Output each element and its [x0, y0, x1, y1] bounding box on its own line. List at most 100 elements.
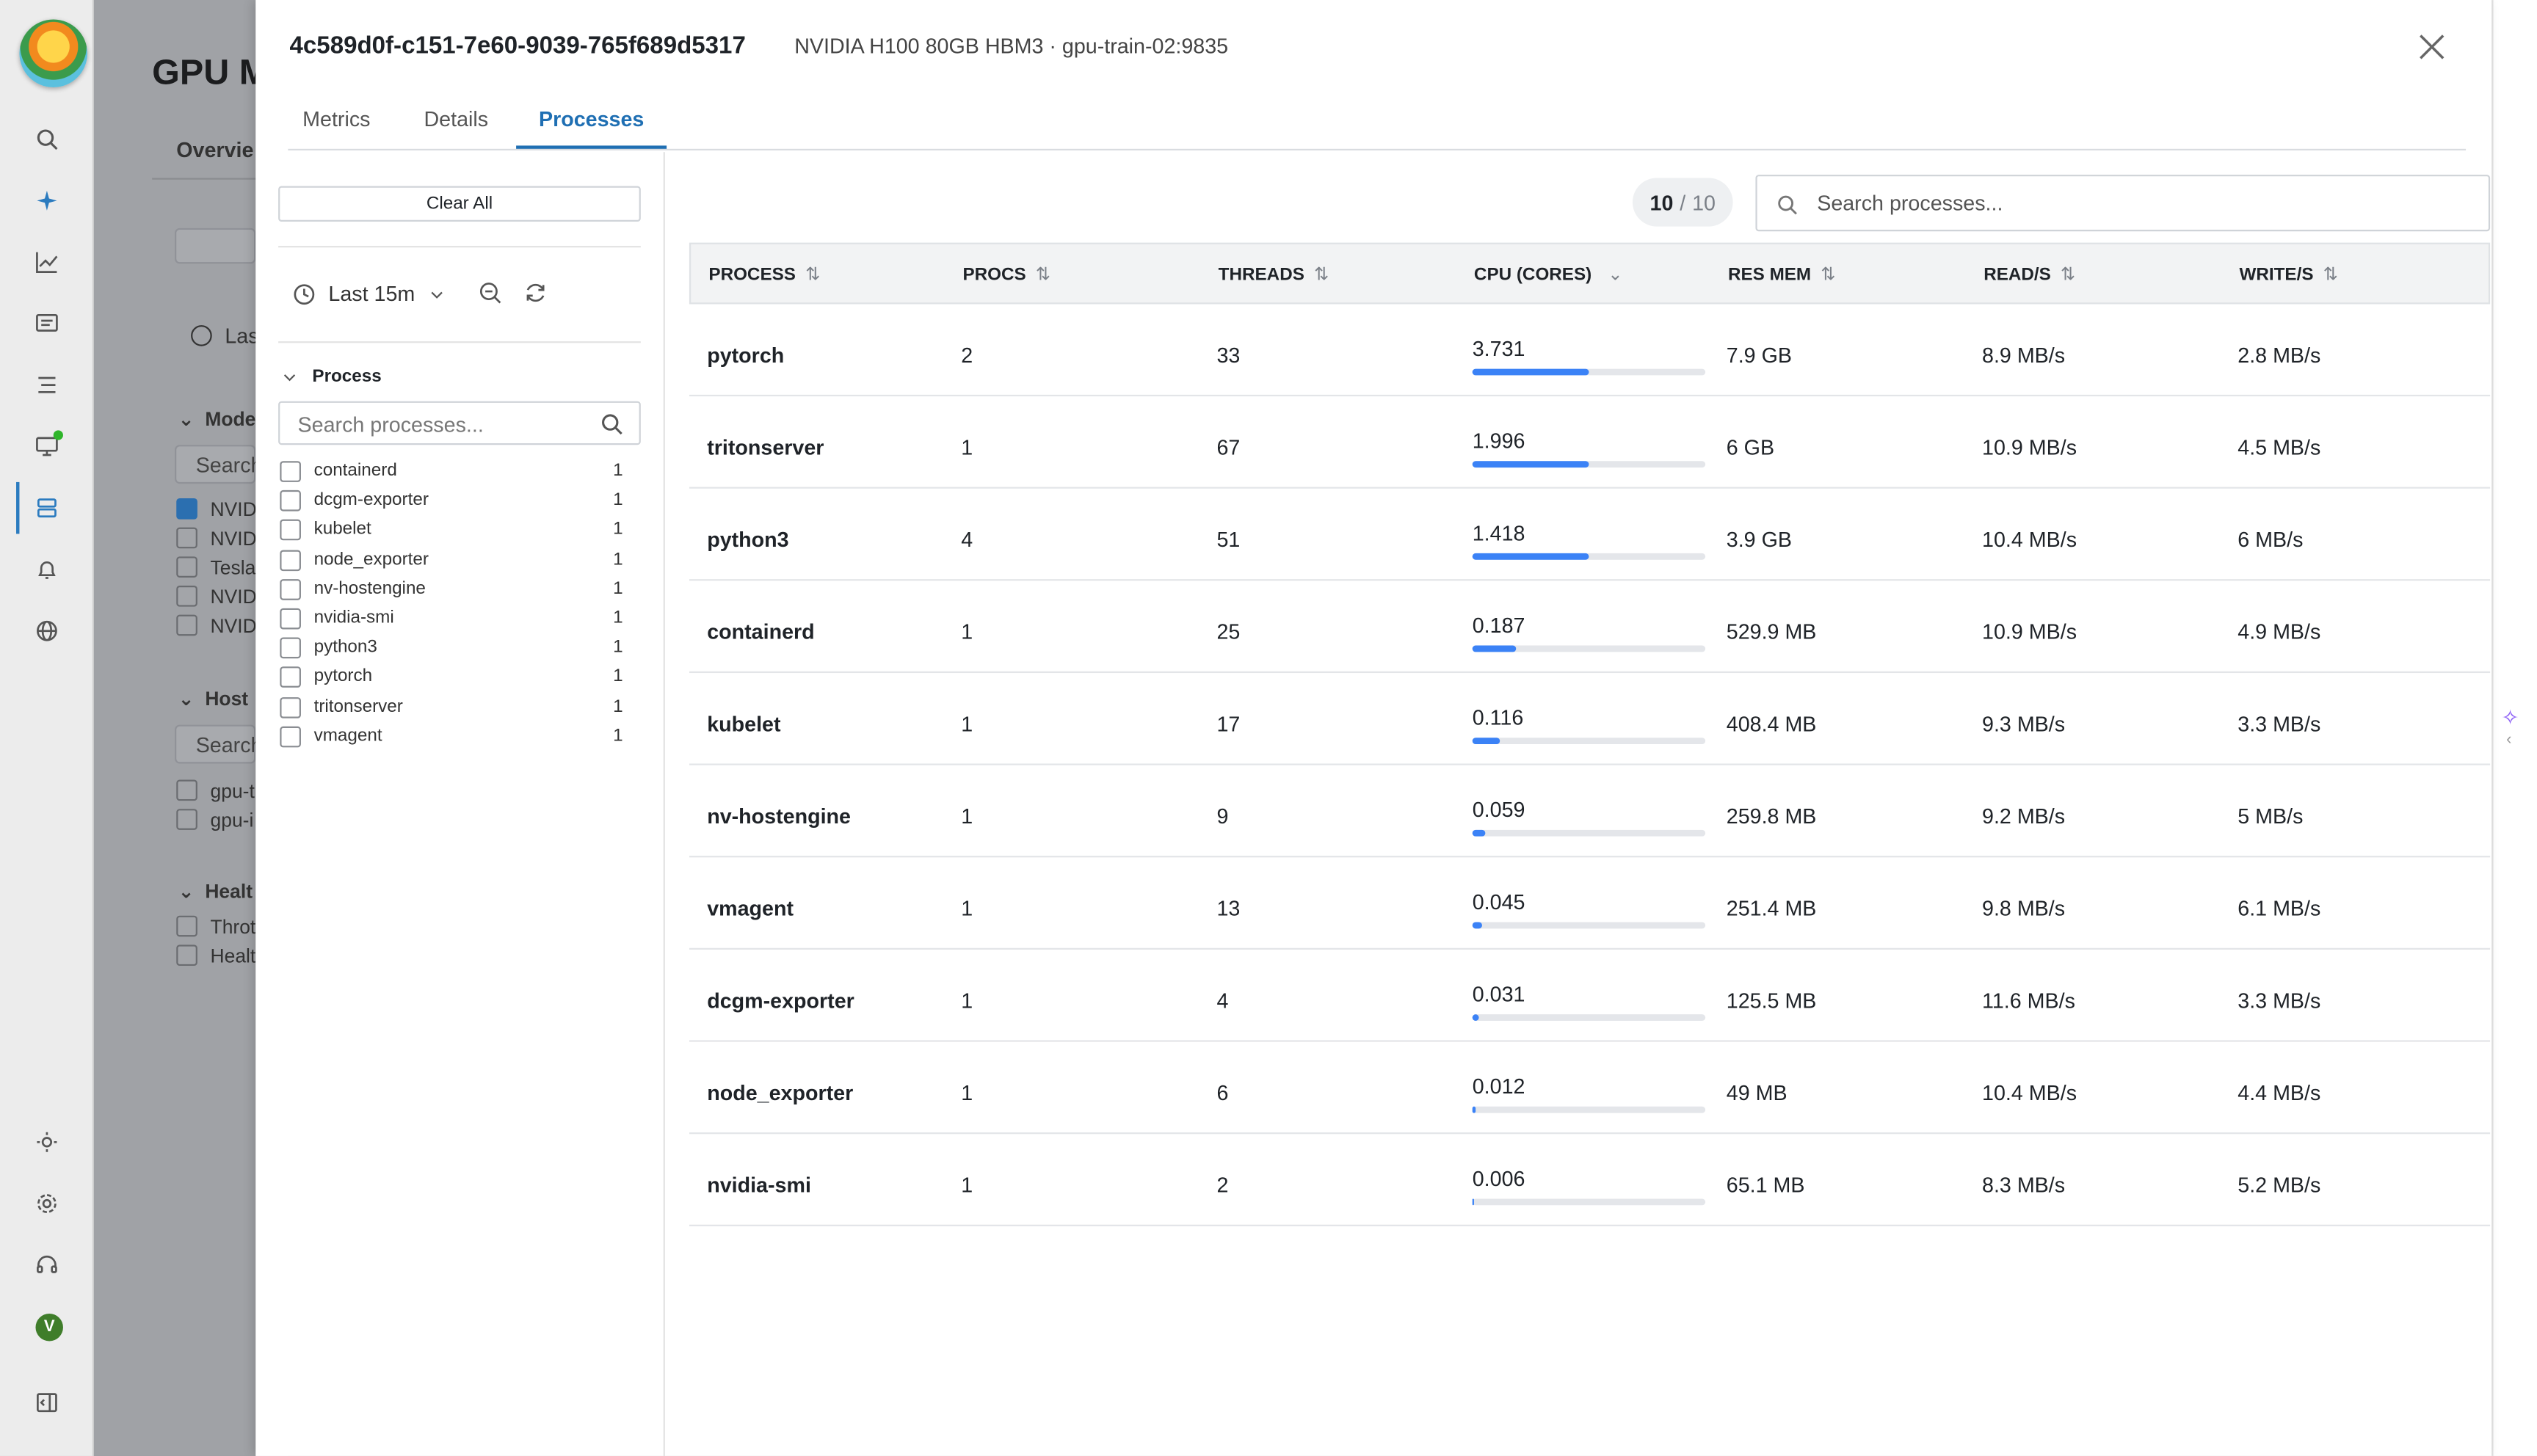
table-row[interactable]: tritonserver 1 67 6 GB 10.9 MB/s 4.5 MB/s 1.99… — [689, 396, 2491, 489]
process-filter-option[interactable]: dcgm-exporter 1 — [280, 487, 623, 517]
bell-icon[interactable] — [31, 553, 63, 586]
list-icon[interactable] — [31, 369, 63, 401]
process-filter-option[interactable]: kubelet 1 — [280, 517, 623, 546]
process-filter-option[interactable]: nv-hostengine 1 — [280, 575, 623, 605]
res-mem-cell: 6 GB — [1726, 434, 1775, 460]
column-header-read[interactable]: READ/S ⇅ — [1983, 263, 2075, 285]
server-icon[interactable] — [16, 481, 63, 534]
process-filter-search-input[interactable]: Search processes... — [278, 401, 641, 445]
write-rate-cell: 5.2 MB/s — [2237, 1173, 2321, 1198]
process-filter-heading[interactable]: Process — [282, 367, 382, 387]
table-row[interactable]: python3 4 51 3.9 GB 10.4 MB/s 6 MB/s 1.418 — [689, 489, 2491, 581]
column-header-label: PROCS — [962, 264, 1026, 284]
filter-checkbox[interactable] — [280, 637, 301, 659]
ai-sparkle-icon[interactable]: ✧ — [2501, 705, 2519, 730]
tab-details[interactable]: Details — [424, 106, 489, 131]
filter-checkbox[interactable] — [280, 667, 301, 688]
background-section-model-label: Mode — [205, 407, 256, 431]
table-row[interactable]: kubelet 1 17 408.4 MB 9.3 MB/s 3.3 MB/s 0.116 — [689, 673, 2491, 765]
write-rate-cell: 4.5 MB/s — [2237, 434, 2321, 460]
search-icon[interactable] — [31, 123, 63, 156]
process-filter-option[interactable]: containerd 1 — [280, 458, 623, 487]
cpu-usage-bar-fill — [1472, 1198, 1475, 1206]
zoom-out-icon[interactable] — [479, 282, 501, 305]
process-filter-option[interactable]: nvidia-smi 1 — [280, 605, 623, 634]
column-header-write[interactable]: WRITE/S ⇅ — [2239, 263, 2338, 285]
threads-cell: 25 — [1216, 619, 1241, 644]
read-rate-cell: 10.4 MB/s — [1982, 1080, 2077, 1105]
process-filter-option[interactable]: tritonserver 1 — [280, 694, 623, 723]
res-mem-cell: 408.4 MB — [1726, 711, 1817, 737]
filter-option-label: kubelet — [313, 520, 371, 539]
column-header-cpu[interactable]: CPU (CORES) ⌄ — [1474, 263, 1623, 285]
process-filter-option[interactable]: node_exporter 1 — [280, 546, 623, 575]
process-filter-option[interactable]: pytorch 1 — [280, 664, 623, 694]
cpu-usage-bar-fill — [1472, 461, 1589, 468]
clear-all-button[interactable]: Clear All — [278, 186, 641, 222]
process-filter-option[interactable]: python3 1 — [280, 635, 623, 664]
filter-checkbox[interactable] — [280, 726, 301, 747]
filter-checkbox[interactable] — [280, 608, 301, 630]
filter-checkbox[interactable] — [280, 520, 301, 542]
filter-checkbox[interactable] — [280, 578, 301, 600]
background-model-item: NVID — [210, 527, 257, 550]
table-row[interactable]: node_exporter 1 6 49 MB 10.4 MB/s 4.4 MB/s 0.0… — [689, 1042, 2491, 1135]
filter-checkbox[interactable] — [280, 461, 301, 482]
column-header-procs[interactable]: PROCS ⇅ — [962, 263, 1050, 285]
background-model-item: NVID — [210, 585, 257, 608]
app-logo[interactable] — [19, 19, 88, 88]
process-count-separator: / — [1680, 190, 1686, 215]
column-header-res-mem[interactable]: RES MEM ⇅ — [1728, 263, 1836, 285]
column-header-threads[interactable]: THREADS ⇅ — [1219, 263, 1329, 285]
filter-option-label: nvidia-smi — [313, 608, 394, 628]
active-tab-indicator — [516, 145, 667, 149]
gear-icon[interactable] — [31, 1187, 63, 1220]
background-checkbox — [176, 527, 197, 549]
table-row[interactable]: containerd 1 25 529.9 MB 10.9 MB/s 4.9 MB/s 0.… — [689, 580, 2491, 674]
background-search-placeholder: Search — [195, 732, 263, 757]
cpu-usage-bar-fill — [1472, 368, 1589, 376]
drawer-tabs: Metrics Details Processes — [288, 90, 2467, 151]
filter-option-count: 1 — [613, 637, 623, 658]
refresh-icon[interactable] — [524, 282, 547, 305]
chart-icon[interactable] — [31, 246, 63, 278]
filter-checkbox[interactable] — [280, 696, 301, 718]
table-row[interactable]: nvidia-smi 1 2 65.1 MB 8.3 MB/s 5.2 MB/s 0.006 — [689, 1134, 2491, 1226]
monitor-icon[interactable] — [31, 430, 63, 462]
filter-option-label: nv-hostengine — [313, 578, 426, 599]
globe-icon[interactable] — [31, 615, 63, 647]
cpu-cell: 0.059 — [1472, 797, 1525, 822]
background-section-health-label: Healt — [205, 880, 253, 903]
filter-option-label: node_exporter — [313, 549, 429, 569]
column-header-process[interactable]: PROCESS ⇅ — [708, 263, 820, 285]
write-rate-cell: 6 MB/s — [2237, 527, 2304, 552]
background-search: Search — [175, 445, 263, 484]
background-model-item: Tesla — [210, 556, 256, 580]
filter-checkbox[interactable] — [280, 549, 301, 571]
read-rate-cell: 9.8 MB/s — [1982, 896, 2066, 921]
table-row[interactable]: dcgm-exporter 1 4 125.5 MB 11.6 MB/s 3.3 MB/s… — [689, 950, 2491, 1042]
process-search-input[interactable]: Search processes... — [1755, 175, 2491, 232]
sun-icon[interactable] — [31, 1126, 63, 1158]
table-header: PROCESS ⇅ PROCS ⇅ THREADS ⇅ CPU (CORES) ⌄ RE… — [689, 242, 2491, 305]
tab-processes[interactable]: Processes — [538, 106, 645, 131]
chevron-left-icon[interactable]: ‹ — [2506, 731, 2512, 749]
table-row[interactable]: nv-hostengine 1 9 259.8 MB 9.2 MB/s 5 MB/s 0.0… — [689, 765, 2491, 858]
background-checkbox — [176, 556, 197, 578]
time-range-picker[interactable]: Last 15m — [293, 282, 446, 306]
collapse-sidebar-icon[interactable] — [31, 1386, 63, 1419]
close-icon[interactable] — [2417, 32, 2447, 62]
table-row[interactable]: vmagent 1 13 251.4 MB 9.8 MB/s 6.1 MB/s 0.045 — [689, 857, 2491, 950]
tab-metrics[interactable]: Metrics — [302, 106, 371, 131]
process-filter-option[interactable]: vmagent 1 — [280, 723, 623, 752]
background-section-host-label: Host — [205, 687, 249, 710]
threads-cell: 2 — [1216, 1173, 1229, 1198]
user-avatar[interactable]: V — [35, 1313, 63, 1342]
message-icon[interactable] — [31, 307, 63, 340]
headset-icon[interactable] — [31, 1249, 63, 1281]
background-section-host: ⌄ Host — [178, 687, 249, 710]
filter-checkbox[interactable] — [280, 490, 301, 512]
filter-option-count: 1 — [613, 461, 623, 481]
sparkle-icon[interactable] — [31, 184, 63, 216]
table-row[interactable]: pytorch 2 33 7.9 GB 8.9 MB/s 2.8 MB/s 3.731 — [689, 304, 2491, 397]
